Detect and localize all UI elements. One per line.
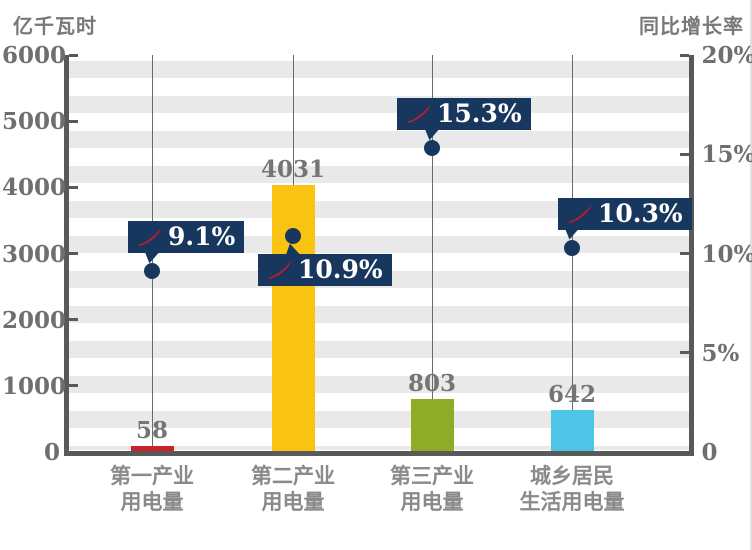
- growth-callout-label: 15.3%: [437, 99, 522, 129]
- growth-callout: 15.3%: [397, 98, 531, 131]
- category-label-line: 用电量: [261, 490, 325, 514]
- growth-swoosh-icon: [138, 228, 162, 247]
- left-tick-label: 1000: [2, 372, 67, 400]
- callout-tail-icon: [286, 243, 300, 255]
- left-tick-label: 3000: [2, 240, 67, 268]
- drop-line: [431, 55, 433, 452]
- category-label: 第二产业 用电量: [208, 463, 378, 515]
- left-tick-label: 0: [43, 439, 60, 466]
- bar-value-label: 803: [407, 369, 456, 397]
- left-tick-mark: [69, 53, 78, 57]
- growth-dot: [144, 263, 160, 280]
- left-tick-label: 2000: [2, 306, 67, 334]
- bar: [410, 398, 454, 452]
- left-tick-mark: [69, 384, 78, 388]
- left-tick-mark: [69, 119, 78, 123]
- growth-callout: 10.9%: [258, 253, 392, 286]
- callout-tail-icon: [565, 228, 579, 240]
- right-tick-mark: [680, 450, 689, 454]
- growth-callout-label: 9.1%: [168, 222, 236, 252]
- category-label: 第三产业 用电量: [347, 463, 517, 515]
- x-axis-line: [64, 451, 694, 456]
- right-tick-mark: [680, 351, 689, 355]
- right-edge-line: [750, 0, 752, 550]
- bar-value-label: 58: [135, 417, 168, 444]
- bar-value-label: 642: [547, 380, 596, 408]
- left-tick-label: 6000: [2, 42, 67, 69]
- category-label-line: 第一产业: [110, 464, 194, 488]
- right-tick-mark: [680, 152, 689, 156]
- left-tick-label: 4000: [2, 174, 67, 202]
- bar: [550, 409, 594, 452]
- category-label-line: 用电量: [120, 490, 184, 514]
- bar: [271, 185, 315, 452]
- growth-swoosh-icon: [407, 105, 431, 124]
- right-tick-label: 15%: [701, 141, 752, 169]
- category-label: 城乡居民 生活用电量: [487, 463, 657, 515]
- right-tick-label: 5%: [701, 339, 740, 367]
- right-tick-label: 0: [701, 439, 718, 466]
- category-label-line: 第二产业: [251, 464, 335, 488]
- growth-callout-label: 10.9%: [298, 254, 383, 284]
- left-tick-label: 5000: [2, 108, 67, 136]
- growth-dot: [564, 239, 580, 256]
- left-tick-mark: [69, 252, 78, 255]
- right-tick-label: 10%: [701, 240, 752, 268]
- left-tick-mark: [69, 450, 78, 454]
- bar-value-label: 4031: [260, 156, 325, 184]
- left-tick-mark: [69, 318, 78, 322]
- right-tick-mark: [680, 53, 689, 57]
- left-axis-line: [64, 55, 69, 454]
- right-axis-line: [689, 55, 694, 454]
- growth-swoosh-icon: [568, 204, 592, 223]
- growth-swoosh-icon: [268, 260, 292, 279]
- growth-callout: 10.3%: [558, 197, 692, 230]
- callout-tail-icon: [425, 129, 439, 141]
- growth-callout: 9.1%: [128, 221, 245, 254]
- category-label: 第一产业 用电量: [67, 463, 237, 515]
- bar: [130, 446, 174, 452]
- growth-dot: [285, 227, 301, 244]
- right-axis-title: 同比增长率: [639, 14, 744, 38]
- right-tick-label: 20%: [701, 42, 752, 69]
- category-label-line: 生活用电量: [519, 490, 625, 514]
- left-tick-mark: [69, 185, 78, 189]
- growth-dot: [424, 140, 440, 157]
- growth-callout-label: 10.3%: [598, 198, 683, 228]
- callout-tail-icon: [145, 252, 159, 264]
- category-label-line: 用电量: [400, 490, 464, 514]
- category-label-line: 城乡居民: [530, 464, 614, 488]
- right-tick-mark: [680, 252, 689, 255]
- category-label-line: 第三产业: [390, 464, 474, 488]
- left-axis-title: 亿千瓦时: [13, 14, 97, 38]
